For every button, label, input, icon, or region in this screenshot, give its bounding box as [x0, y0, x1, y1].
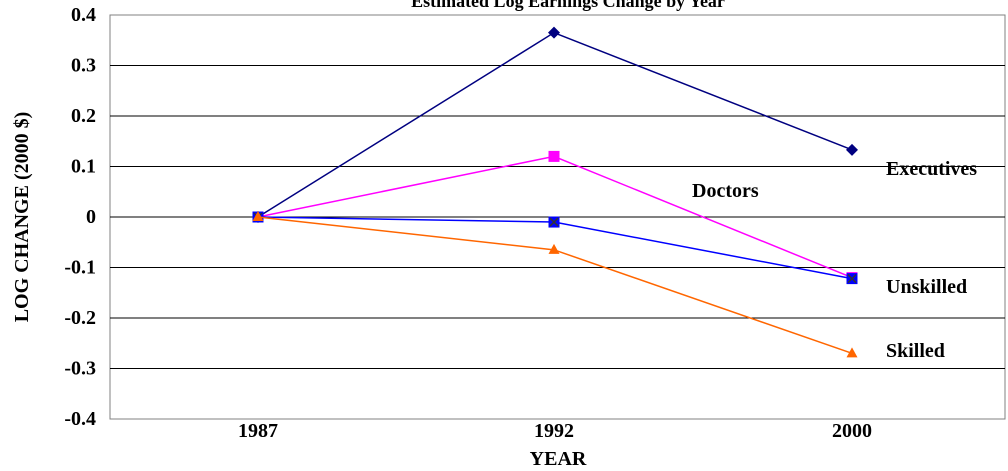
data-point [548, 243, 560, 254]
series-executives [252, 26, 858, 223]
series-label-unskilled: Unskilled [886, 276, 967, 298]
series-skilled [252, 211, 858, 358]
y-tick-label: 0 [86, 206, 96, 228]
data-point [548, 216, 560, 228]
y-tick-label: -0.1 [64, 257, 96, 279]
data-point [548, 26, 560, 39]
x-tick-label: 1992 [534, 420, 574, 442]
y-axis-label: LOG CHANGE (2000 $) [11, 112, 33, 323]
series-labels: Executives Doctors Unskilled Skilled [692, 158, 977, 362]
x-axis-label: YEAR [530, 448, 587, 470]
y-tick-labels: 0.4 0.3 0.2 0.1 0 -0.1 -0.2 -0.3 -0.4 [64, 4, 96, 430]
series-line [257, 31, 853, 218]
chart-title: Estimated Log Earnings Change by Year [411, 0, 725, 11]
y-tick-label: 0.4 [71, 4, 96, 26]
x-tick-label: 1987 [238, 420, 278, 442]
series-label-skilled: Skilled [886, 340, 945, 362]
data-point [846, 143, 858, 156]
data-point [846, 273, 858, 285]
data-point [252, 211, 264, 221]
series-line [257, 216, 853, 355]
x-tick-label: 2000 [832, 420, 872, 442]
y-tick-label: -0.2 [64, 307, 96, 329]
x-tick-labels: 1987 1992 2000 [238, 420, 872, 442]
data-point [846, 347, 858, 358]
data-point [548, 150, 560, 162]
y-tick-label: 0.1 [71, 156, 96, 178]
y-tick-label: 0.3 [71, 55, 96, 77]
series-label-executives: Executives [886, 158, 977, 180]
series-label-doctors: Doctors [692, 180, 759, 202]
y-tick-label: -0.4 [64, 408, 96, 430]
series-lines [252, 26, 858, 358]
y-tick-label: 0.2 [71, 105, 96, 127]
y-tick-label: -0.3 [64, 358, 96, 380]
